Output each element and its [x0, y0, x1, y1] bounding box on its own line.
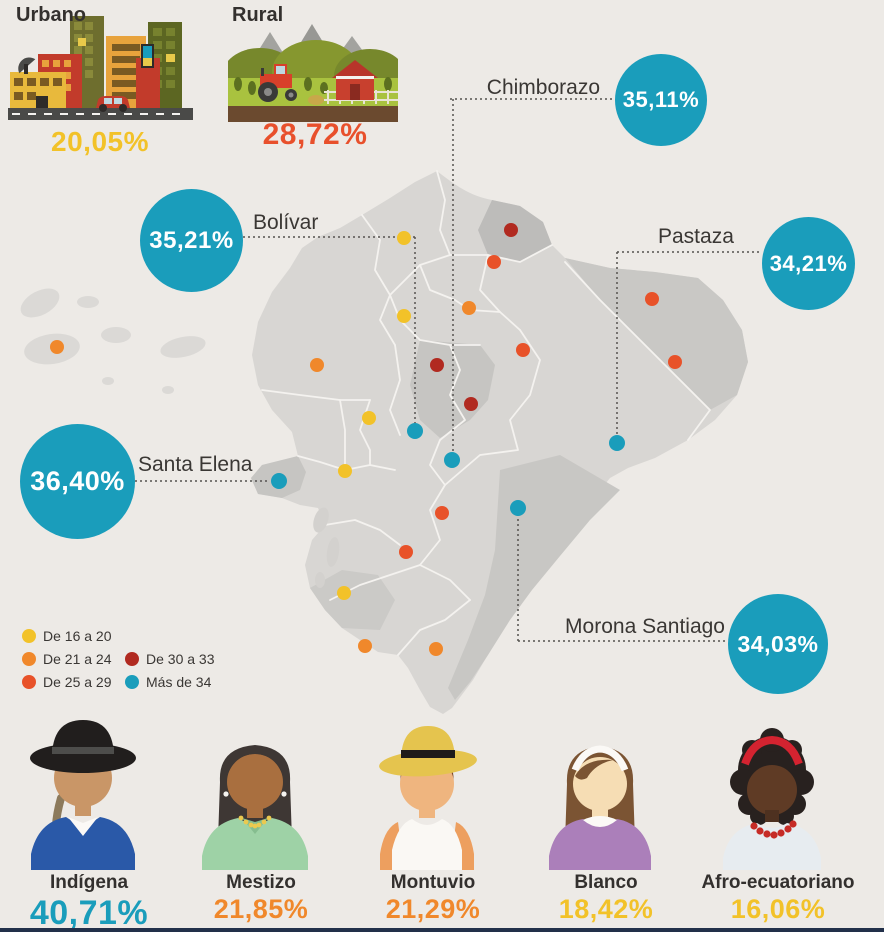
map-dot-teal	[271, 473, 287, 489]
map-dot-orange	[429, 642, 443, 656]
ethnic-card-montuvio: Montuvio 21,29%	[352, 712, 514, 925]
legend-item-21-24: De 21 a 24	[22, 651, 112, 667]
map-dot-orange	[310, 358, 324, 372]
ethnic-card-mestizo: Mestizo 21,85%	[180, 712, 342, 925]
ethnic-value-montuvio: 21,29%	[385, 894, 481, 924]
rural-countryside-illustration	[228, 24, 398, 122]
bottom-accent-bar	[0, 928, 884, 932]
map-dot-teal	[444, 452, 460, 468]
urbano-city-illustration	[8, 16, 193, 120]
map-dot-teal	[609, 435, 625, 451]
ethnic-label-afro-ecuatoriano: Afro-ecuatoriano	[701, 872, 855, 893]
ecuador-mainland	[251, 170, 748, 714]
montuvio-avatar	[379, 726, 477, 870]
province-label-santa-elena: Santa Elena	[138, 453, 253, 476]
tractor	[258, 64, 297, 102]
ethnic-card-indigena: Indígena 40,71%	[8, 712, 170, 932]
legend-item-mas-34: Más de 34	[125, 674, 211, 690]
ethnic-label-blanco: Blanco	[574, 872, 638, 893]
map-dot-red	[487, 255, 501, 269]
legend-dot-16-20	[22, 629, 36, 643]
map-dot-red	[668, 355, 682, 369]
legend-item-16-20: De 16 a 20	[22, 628, 112, 644]
province-label-bolivar: Bolívar	[253, 211, 319, 234]
map-dot-orange	[50, 340, 64, 354]
map-dot-dark_red	[504, 223, 518, 237]
map-dot-yellow	[338, 464, 352, 478]
map-dots	[50, 223, 682, 656]
legend-label-21-24: De 21 a 24	[43, 651, 112, 667]
map-dot-dark_red	[464, 397, 478, 411]
map-dot-yellow	[397, 309, 411, 323]
legend-dot-25-29	[22, 675, 36, 689]
urbano-value: 20,05%	[51, 126, 149, 157]
map-dot-orange	[358, 639, 372, 653]
legend-label-16-20: De 16 a 20	[43, 628, 112, 644]
legend-dot-30-33	[125, 652, 139, 666]
map-dot-teal	[407, 423, 423, 439]
map-dot-yellow	[337, 586, 351, 600]
province-bubble-pastaza: 34,21%	[762, 217, 855, 310]
callout-connectors	[135, 98, 762, 642]
legend-label-mas-34: Más de 34	[146, 674, 212, 690]
blanco-avatar	[549, 745, 651, 870]
map-dot-yellow	[397, 231, 411, 245]
ethnic-label-mestizo: Mestizo	[226, 872, 296, 893]
indigena-avatar	[30, 720, 136, 870]
map-dot-red	[516, 343, 530, 357]
map-dot-red	[435, 506, 449, 520]
afro-ecuatoriano-avatar	[723, 728, 821, 870]
map-dot-teal	[510, 500, 526, 516]
ethnic-card-blanco: Blanco 18,42%	[525, 712, 687, 925]
map-dot-yellow	[362, 411, 376, 425]
province-bubble-chimborazo: 35,11%	[615, 54, 707, 146]
ethnic-label-montuvio: Montuvio	[390, 872, 476, 893]
province-bubble-bolivar: 35,21%	[140, 189, 243, 292]
map-dot-dark_red	[430, 358, 444, 372]
mestizo-avatar	[202, 745, 308, 870]
legend-dot-mas-34	[125, 675, 139, 689]
ethnic-label-indigena: Indígena	[49, 872, 129, 893]
galapagos-islands	[20, 288, 206, 394]
rural-label: Rural	[232, 4, 284, 26]
rural-value: 28,72%	[262, 118, 368, 151]
province-label-morona-santiago: Morona Santiago	[565, 615, 725, 638]
province-label-chimborazo: Chimborazo	[486, 76, 600, 99]
urbano-label: Urbano	[16, 4, 86, 26]
legend-item-25-29: De 25 a 29	[22, 674, 112, 690]
ethnic-card-afro-ecuatoriano: Afro-ecuatoriano 16,06%	[697, 712, 859, 925]
ethnic-value-mestizo: 21,85%	[213, 894, 309, 924]
map-dot-red	[399, 545, 413, 559]
province-bubble-santa-elena: 36,40%	[20, 424, 135, 539]
map-dot-orange	[462, 301, 476, 315]
legend-dot-21-24	[22, 652, 36, 666]
legend-item-30-33: De 30 a 33	[125, 651, 215, 667]
map-dot-red	[645, 292, 659, 306]
ethnic-value-blanco: 18,42%	[558, 894, 654, 924]
province-bubble-morona-santiago: 34,03%	[728, 594, 828, 694]
province-label-pastaza: Pastaza	[658, 225, 734, 248]
ethnic-value-indigena: 40,71%	[29, 894, 149, 932]
legend-label-30-33: De 30 a 33	[146, 651, 215, 667]
legend-label-25-29: De 25 a 29	[43, 674, 112, 690]
ethnic-value-afro-ecuatoriano: 16,06%	[730, 894, 826, 924]
